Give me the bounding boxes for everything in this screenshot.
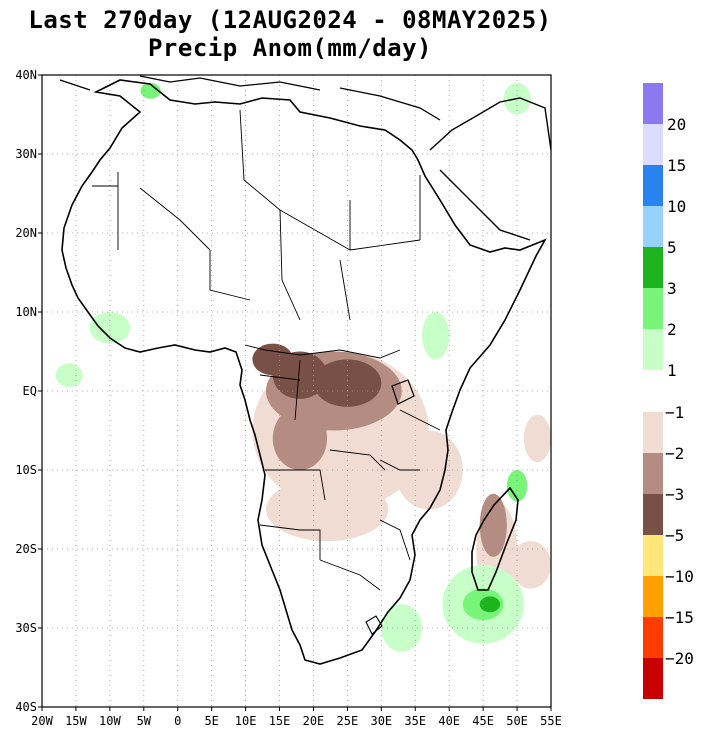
madagascar-coastline — [471, 486, 519, 591]
y-tick-label: 20S — [15, 542, 37, 556]
y-tick-label: 40S — [15, 700, 37, 714]
x-tick-label: 50E — [506, 714, 528, 728]
anomaly-region — [272, 406, 328, 470]
title-line-1: Last 270day (12AUG2024 - 08MAY2025) — [28, 6, 552, 34]
anomaly-region — [479, 493, 507, 557]
lesotho-outline — [365, 615, 383, 635]
colorbar-wet-label: 15 — [667, 156, 686, 175]
x-tick-label: 10W — [99, 714, 121, 728]
anomaly-region — [140, 82, 161, 99]
anomaly-region — [89, 312, 131, 344]
colorbar-dry-label: −20 — [665, 649, 694, 668]
y-tick-label: 10N — [15, 305, 37, 319]
colorbar-wet-label: 1 — [667, 361, 677, 380]
colorbar-wet: 1 2 3 5 10 15 20 — [643, 83, 686, 380]
mediterranean-coast — [59, 75, 441, 121]
colorbar-dry-label: −10 — [665, 567, 694, 586]
colorbar-wet-swatch — [643, 124, 663, 165]
colorbar-dry-label: −15 — [665, 608, 694, 627]
arabian-coast — [429, 97, 551, 241]
africa-coastline — [61, 79, 547, 665]
colorbar-dry-swatch — [643, 658, 663, 699]
y-tick-label: 40N — [15, 68, 37, 82]
colorbar-dry-swatch — [643, 412, 663, 453]
lake-victoria — [391, 379, 415, 405]
x-tick-label: 0 — [174, 714, 181, 728]
x-tick-label: 55E — [540, 714, 562, 728]
colorbar-wet-label: 2 — [667, 320, 677, 339]
country-borders-north — [92, 109, 421, 321]
colorbar-dry: −1 −2 −3 −5 −10 −15 −20 — [643, 403, 694, 699]
x-tick-label: 15W — [65, 714, 87, 728]
graticule-grid — [42, 75, 551, 707]
colorbar-dry-label: −1 — [665, 403, 684, 422]
colorbar-wet-swatch — [643, 247, 663, 288]
anomaly-shading — [55, 82, 551, 652]
colorbar-dry-swatch — [643, 617, 663, 658]
x-tick-label: 20W — [31, 714, 53, 728]
x-tick-label: 15E — [269, 714, 291, 728]
y-tick-label: EQ — [23, 384, 37, 398]
x-tick-label: 35E — [404, 714, 426, 728]
country-borders-central — [244, 344, 441, 591]
anomaly-region — [252, 343, 294, 376]
y-tick-label: 30S — [15, 621, 37, 635]
x-tick-label: 40E — [438, 714, 460, 728]
x-tick-label: 5E — [204, 714, 218, 728]
anomaly-region — [265, 477, 389, 542]
y-tick-label: 10S — [15, 463, 37, 477]
x-tick-label: 10E — [235, 714, 257, 728]
colorbar-wet-label: 5 — [667, 238, 677, 257]
colorbar-wet-label: 10 — [667, 197, 686, 216]
colorbar-dry-swatch — [643, 576, 663, 617]
anomaly-region — [523, 414, 551, 463]
colorbar-wet-swatch — [643, 165, 663, 206]
anomaly-region — [422, 312, 450, 360]
colorbar-wet-swatch — [643, 329, 663, 370]
colorbar-dry-swatch — [643, 494, 663, 535]
colorbar-dry-swatch — [643, 535, 663, 576]
colorbar-dry-label: −2 — [665, 444, 684, 463]
colorbar-wet-swatch — [643, 288, 663, 329]
x-tick-label: 5W — [137, 714, 152, 728]
colorbar-dry-label: −3 — [665, 485, 684, 504]
anomaly-region — [510, 541, 551, 589]
x-tick-label: 20E — [303, 714, 325, 728]
anomaly-region — [479, 596, 501, 613]
coastline-borders — [59, 75, 551, 665]
anomaly-region — [55, 363, 83, 388]
colorbar-dry-swatch — [643, 453, 663, 494]
colorbar-wet-label: 20 — [667, 115, 686, 134]
map-title: Last 270day (12AUG2024 - 08MAY2025) Prec… — [0, 6, 580, 62]
anomaly-region — [394, 430, 463, 510]
title-line-2: Precip Anom(mm/day) — [147, 34, 433, 62]
x-tick-label: 25E — [337, 714, 359, 728]
x-tick-label: 30E — [370, 714, 392, 728]
colorbar-wet-label: 3 — [667, 279, 677, 298]
anomaly-region — [313, 359, 382, 407]
y-tick-label: 20N — [15, 226, 37, 240]
x-axis-ticks: 20W 15W 10W 5W 0 5E 10E 15E 20E 25E 30E 35E 40E 45E 50… — [31, 707, 562, 728]
anomaly-region — [381, 604, 423, 652]
y-axis-ticks: 40N 30N 20N 10N EQ 10S 20S 30S 40S — [15, 68, 42, 714]
y-tick-label: 30N — [15, 147, 37, 161]
colorbar-dry-label: −5 — [665, 526, 684, 545]
x-tick-label: 45E — [472, 714, 494, 728]
colorbar-wet-swatch — [643, 83, 663, 124]
colorbar-wet-swatch — [643, 206, 663, 247]
